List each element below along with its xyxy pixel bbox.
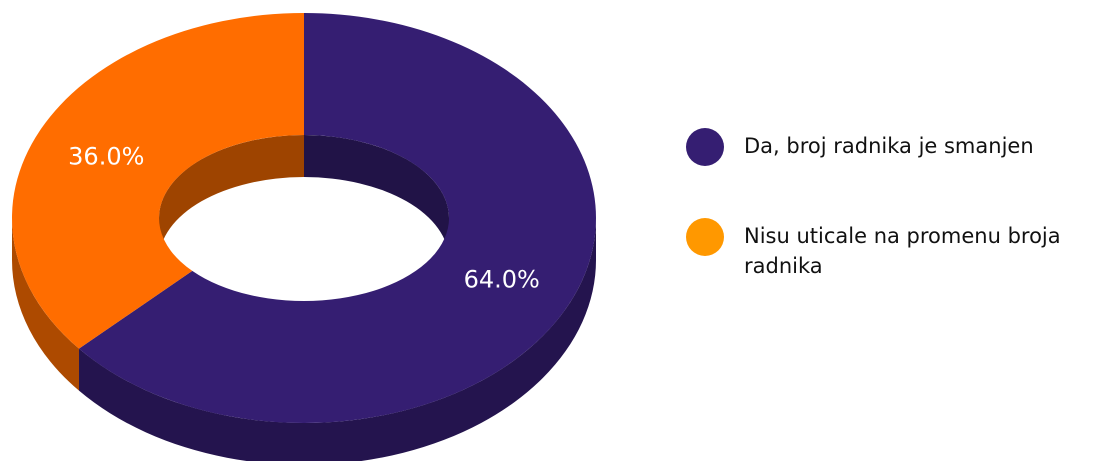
legend-item-nisu-uticale: Nisu uticale na promenu broja radnika bbox=[686, 218, 1104, 281]
slice-1-outer-wall bbox=[79, 218, 596, 461]
legend-item-smanjen: Da, broj radnika je smanjen bbox=[686, 128, 1104, 166]
slice-1-value-label: 64.0% bbox=[464, 265, 540, 293]
legend: Da, broj radnika je smanjen Nisu uticale… bbox=[686, 128, 1104, 281]
slice-2-outer-wall bbox=[12, 218, 80, 391]
slice-1-inner-wall bbox=[304, 135, 449, 260]
slice-2-inner-wall-left bbox=[159, 135, 304, 260]
donut-top-layer bbox=[12, 12, 596, 423]
slice-2-top bbox=[12, 12, 304, 349]
donut-bottom-layer bbox=[12, 135, 596, 461]
legend-swatch-nisu-uticale bbox=[686, 218, 724, 256]
legend-swatch-smanjen bbox=[686, 128, 724, 166]
slice-labels: 64.0% 36.0% bbox=[68, 143, 540, 294]
legend-label-smanjen: Da, broj radnika je smanjen bbox=[744, 134, 1034, 158]
legend-label-nisu-uticale: Nisu uticale na promenu broja radnika bbox=[744, 224, 1061, 278]
slice-1-top bbox=[79, 13, 596, 423]
slice-2-value-label: 36.0% bbox=[68, 143, 144, 171]
